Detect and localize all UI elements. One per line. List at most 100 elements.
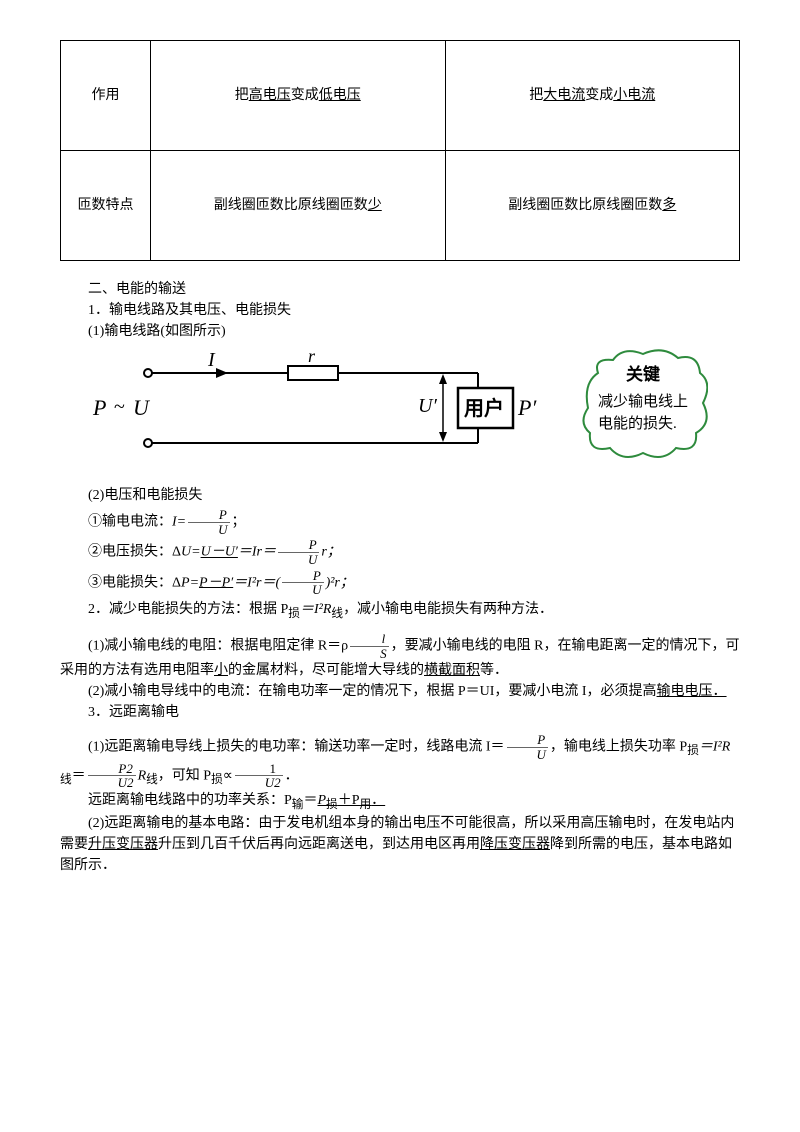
text: P [317, 793, 326, 808]
text: 副线圈匝数比原线圈匝数 [508, 198, 662, 213]
numerator: 1 [239, 762, 278, 776]
circuit-diagram: I r 用户 P ~ U U′ P′ 关键 减少输电线上 [88, 348, 740, 475]
text: (1)远距离输电导线上损失的电功率：输送功率一定时，线路电流 I＝ [88, 740, 505, 755]
text: r； [321, 545, 340, 560]
text: ③电能损失：Δ [88, 575, 181, 590]
power-relation: 远距离输电线路中的功率关系：P输＝P损＋P用． [60, 790, 740, 813]
text: )²r； [326, 575, 354, 590]
text: ＝ [72, 768, 86, 783]
denominator: U [507, 747, 548, 762]
numerator: P [279, 538, 319, 552]
numerator: P [189, 508, 229, 522]
subscript: 损 [326, 798, 338, 811]
text: P= [181, 575, 199, 590]
text-underline: P－P′ [199, 575, 233, 590]
text-underline: 多 [662, 198, 676, 213]
section2-heading: 二、电能的输送 [60, 279, 740, 300]
text: 远距离输电线路中的功率关系：P [88, 793, 292, 808]
fraction: PU [188, 508, 229, 536]
callout-title: 关键 [626, 364, 660, 384]
text-underline: P损＋P用． [317, 793, 385, 808]
fraction: P2U2 [88, 762, 136, 790]
table-row: 匝数特点 副线圈匝数比原线圈匝数少 副线圈匝数比原线圈匝数多 [61, 151, 740, 261]
method1: (1)减小输电线的电阻：根据电阻定律 R＝ρlS，要减小输电线的电阻 R，在输电… [60, 632, 740, 681]
text-underline: 横截面积 [424, 663, 480, 678]
text: (2)减小输电导线中的电流：在输电功率一定的情况下，根据 P＝UI，要减小电流 … [88, 684, 657, 699]
text-underline: 升压变压器 [88, 837, 158, 852]
text-underline: 小 [214, 663, 228, 678]
method2: (2)减小输电导线中的电流：在输电功率一定的情况下，根据 P＝UI，要减小电流 … [60, 681, 740, 702]
fraction: PU [507, 733, 548, 761]
subscript: 线 [146, 773, 158, 786]
callout-line1: 减少输电线上 [598, 393, 688, 410]
subscript: 输 [292, 798, 304, 811]
label-P: P [92, 395, 106, 420]
text: 副线圈匝数比原线圈匝数 [214, 198, 368, 213]
text: ＝I²R [699, 740, 730, 755]
row1-cell2: 把大电流变成小电流 [445, 41, 740, 151]
loss-item2: 2．减少电能损失的方法：根据 P损＝I²R线，减小输电电能损失有两种方法． [60, 599, 740, 622]
text: 变成 [585, 88, 613, 103]
text: ②电压损失：Δ [88, 545, 181, 560]
label-user: 用户 [464, 396, 504, 420]
denominator: U2 [88, 775, 136, 790]
label-U: U [133, 395, 151, 420]
text-underline: 高电压 [249, 88, 291, 103]
row2-label: 匝数特点 [61, 151, 151, 261]
long-distance-1: (1)远距离输电导线上损失的电功率：输送功率一定时，线路电流 I＝PU，输电线上… [60, 733, 740, 790]
row2-cell1: 副线圈匝数比原线圈匝数少 [151, 151, 446, 261]
text: (1)减小输电线的电阻：根据电阻定律 R＝ρ [88, 639, 348, 654]
section2-item1-1: (1)输电线路(如图所示) [60, 321, 740, 342]
denominator: U [282, 582, 323, 597]
text-underline: 降压变压器 [480, 837, 550, 852]
label-Pprime: P′ [517, 395, 537, 420]
text: 的金属材料，尽可能增大导线的 [228, 663, 424, 678]
subscript: 线 [331, 607, 343, 620]
text-underline: 大电流 [543, 88, 585, 103]
label-Uprime: U′ [418, 395, 437, 417]
item3: 3．远距离输电 [60, 702, 740, 723]
denominator: U [278, 552, 319, 567]
text: ＋P [338, 793, 360, 808]
text: 2．减少电能损失的方法：根据 P [88, 602, 288, 617]
numerator: l [352, 632, 388, 646]
fraction: lS [350, 632, 389, 660]
subscript: 用 [360, 798, 372, 811]
text: 升压到几百千伏后再向远距离送电，到达用电区再用 [158, 837, 480, 852]
row2-cell2: 副线圈匝数比原线圈匝数多 [445, 151, 740, 261]
comparison-table: 作用 把高电压变成低电压 把大电流变成小电流 匝数特点 副线圈匝数比原线圈匝数少… [60, 40, 740, 261]
text: 等． [480, 663, 508, 678]
denominator: S [350, 646, 389, 661]
label-tilde: ~ [114, 396, 125, 418]
text-underline: U－U′ [201, 545, 238, 560]
denominator: U [188, 522, 229, 537]
text-underline: 小电流 [613, 88, 655, 103]
subscript: 线 [60, 773, 72, 786]
text: ＝ [303, 793, 317, 808]
long-distance-2: (2)远距离输电的基本电路：由于发电机组本身的输出电压不可能很高，所以采用高压输… [60, 813, 740, 876]
callout-line2: 电能的损失. [598, 415, 677, 432]
text: ； [232, 514, 246, 529]
text: ． [371, 793, 385, 808]
section2-item1: 1．输电线路及其电压、电能损失 [60, 300, 740, 321]
text-underline: 少 [368, 198, 382, 213]
text: ，输电线上损失功率 P [550, 740, 687, 755]
text: ，减小输电电能损失有两种方法． [343, 602, 553, 617]
loss-heading: (2)电压和电能损失 [60, 485, 740, 506]
label-I: I [207, 349, 216, 371]
numerator: P [283, 569, 323, 583]
text-underline: 低电压 [319, 88, 361, 103]
formula-3: ③电能损失：ΔP=P－P′＝I²r＝(PU)²r； [60, 569, 740, 597]
callout-bubble: 关键 减少输电线上 电能的损失. [583, 350, 707, 457]
text: R [138, 768, 147, 783]
fraction: PU [282, 569, 323, 597]
text: I= [172, 514, 186, 529]
table-row: 作用 把高电压变成低电压 把大电流变成小电流 [61, 41, 740, 151]
text: ∝ [223, 768, 233, 783]
text-underline: 输电电压． [657, 684, 727, 699]
numerator: P2 [88, 762, 134, 776]
row1-cell1: 把高电压变成低电压 [151, 41, 446, 151]
text: ①输电电流： [88, 514, 172, 529]
numerator: P [507, 733, 547, 747]
fraction: 1U2 [235, 762, 283, 790]
